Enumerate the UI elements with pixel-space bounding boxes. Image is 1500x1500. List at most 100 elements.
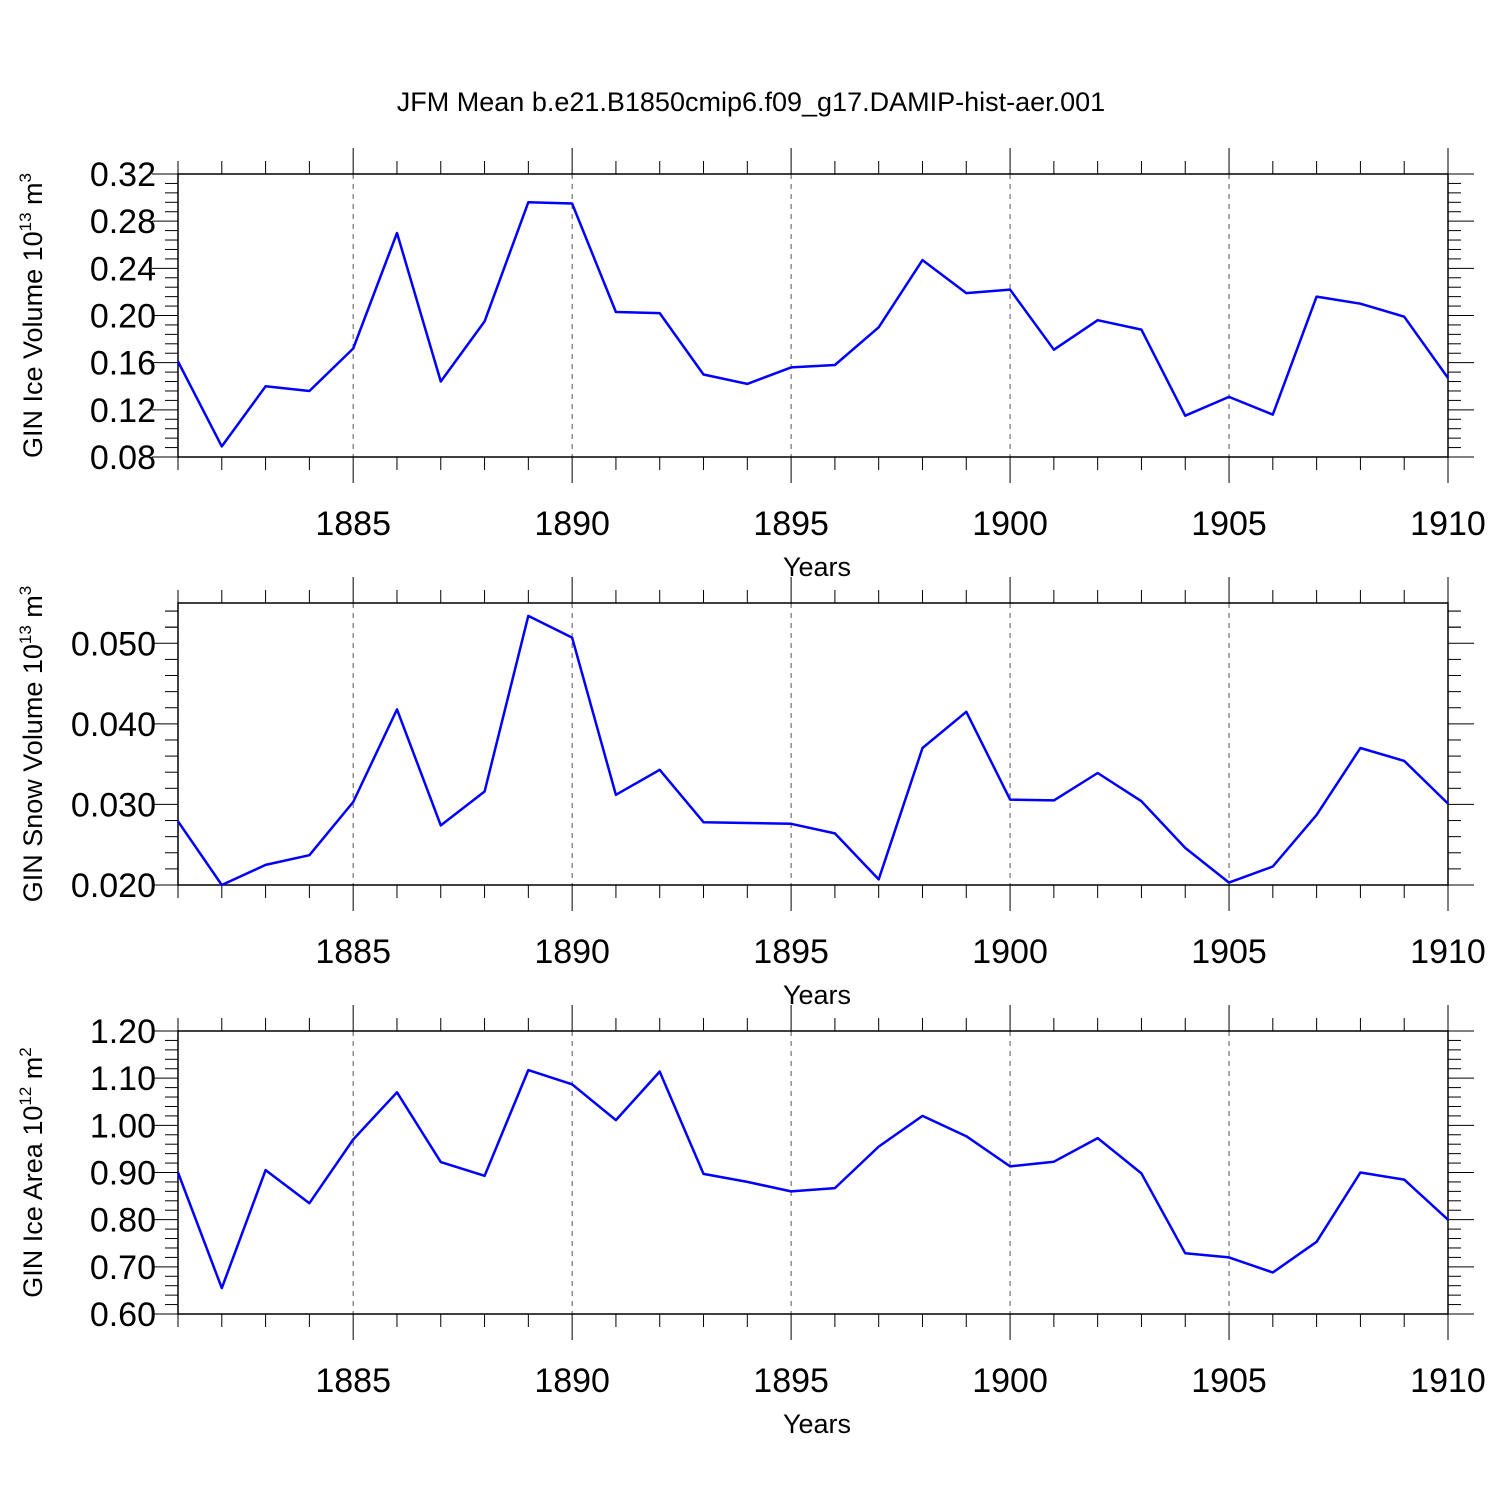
data-point (395, 231, 399, 235)
data-point (702, 1172, 706, 1176)
x-tick-label: 1905 (1191, 933, 1267, 971)
data-point (1446, 1218, 1450, 1222)
data-point (614, 310, 618, 314)
x-tick-label: 1895 (753, 1362, 829, 1400)
data-point (1139, 328, 1143, 332)
data-point (439, 1160, 443, 1164)
y-tick-label: 0.16 (90, 345, 156, 383)
data-point (1402, 759, 1406, 763)
data-point (702, 820, 706, 824)
data-point (964, 291, 968, 295)
data-point (1052, 1160, 1056, 1164)
x-tick-label: 1910 (1410, 933, 1486, 971)
chart-panel-2: 0.020 0.030 0.040 0.050 1885 1890 1895 1900 1905… (16, 577, 1486, 1010)
data-point (307, 389, 311, 393)
data-point (1446, 376, 1450, 380)
data-point (920, 746, 924, 750)
data-point (1315, 813, 1319, 817)
y-tick-label: 0.60 (90, 1296, 156, 1334)
data-point (877, 1145, 881, 1149)
data-point (483, 790, 487, 794)
data-point (1446, 802, 1450, 806)
data-point (1096, 771, 1100, 775)
data-point (483, 1174, 487, 1178)
data-point (1008, 1164, 1012, 1168)
data-point (658, 1070, 662, 1074)
y-tick-label: 0.020 (71, 867, 156, 905)
x-tick-label: 1905 (1191, 505, 1267, 543)
data-point (570, 1082, 574, 1086)
x-tick-label: 1900 (972, 505, 1048, 543)
chart-panel-1: 0.08 0.12 0.16 0.20 0.24 0.28 0.32 1885 1890 1895… (16, 148, 1486, 582)
data-point (264, 863, 268, 867)
data-point (176, 359, 180, 363)
chart-panels: 0.08 0.12 0.16 0.20 0.24 0.28 0.32 1885 1890 1895… (16, 148, 1486, 1439)
chart-title: JFM Mean b.e21.B1850cmip6.f09_g17.DAMIP-… (397, 87, 1105, 117)
x-tick-label: 1885 (315, 933, 391, 971)
data-point (789, 822, 793, 826)
data-point (614, 793, 618, 797)
y-tick-label: 0.040 (71, 706, 156, 744)
y-tick-label: 1.10 (90, 1060, 156, 1098)
data-point (1096, 318, 1100, 322)
data-point (1402, 1178, 1406, 1182)
data-point (1139, 1171, 1143, 1175)
data-point (1052, 798, 1056, 802)
y-tick-label: 0.08 (90, 439, 156, 477)
data-point (964, 1134, 968, 1138)
data-point (526, 614, 530, 618)
x-axis-title: Years (783, 980, 851, 1010)
y-tick-label: 0.050 (71, 625, 156, 663)
y-tick-label: 0.90 (90, 1155, 156, 1193)
data-point (395, 707, 399, 711)
data-point (439, 823, 443, 827)
x-axis-title: Years (783, 1409, 851, 1439)
x-tick-label: 1905 (1191, 1362, 1267, 1400)
data-point (964, 710, 968, 714)
data-point (833, 1186, 837, 1190)
data-point (1358, 302, 1362, 306)
data-point (220, 444, 224, 448)
data-point (1402, 315, 1406, 319)
series-line (176, 614, 1449, 887)
data-point (307, 853, 311, 857)
y-tick-label: 0.12 (90, 392, 156, 430)
x-tick-label: 1900 (972, 933, 1048, 971)
x-tick-label: 1890 (534, 505, 610, 543)
chart-panel-3: 0.60 0.70 0.80 0.90 1.00 1.10 1.20 1885 1890 1895… (16, 1005, 1486, 1439)
y-tick-label: 0.70 (90, 1249, 156, 1287)
data-point (1227, 395, 1231, 399)
data-point (483, 319, 487, 323)
data-point (570, 636, 574, 640)
y-tick-label: 0.32 (90, 156, 156, 194)
y-tick-label: 0.030 (71, 786, 156, 824)
data-point (789, 365, 793, 369)
data-point (1052, 348, 1056, 352)
data-point (1271, 864, 1275, 868)
data-point (1358, 746, 1362, 750)
plot-frame (177, 1030, 1449, 1315)
data-point (1008, 288, 1012, 292)
data-point (833, 363, 837, 367)
data-point (264, 384, 268, 388)
data-point (1227, 1255, 1231, 1259)
data-point (176, 819, 180, 823)
data-point (1358, 1171, 1362, 1175)
x-tick-label: 1890 (534, 933, 610, 971)
plot-frame (177, 602, 1449, 886)
data-point (1139, 799, 1143, 803)
data-point (307, 1201, 311, 1205)
data-point (833, 831, 837, 835)
x-axis-title: Years (783, 552, 851, 582)
x-tick-label: 1895 (753, 933, 829, 971)
data-point (176, 1171, 180, 1175)
x-tick-label: 1885 (315, 1362, 391, 1400)
data-point (220, 1286, 224, 1290)
x-tick-label: 1890 (534, 1362, 610, 1400)
series-line (176, 201, 1450, 448)
y-axis-title: GIN Snow Volume 1013 m3 (16, 586, 48, 903)
y-tick-label: 0.20 (90, 298, 156, 336)
data-point (702, 372, 706, 376)
data-point (526, 1068, 530, 1072)
